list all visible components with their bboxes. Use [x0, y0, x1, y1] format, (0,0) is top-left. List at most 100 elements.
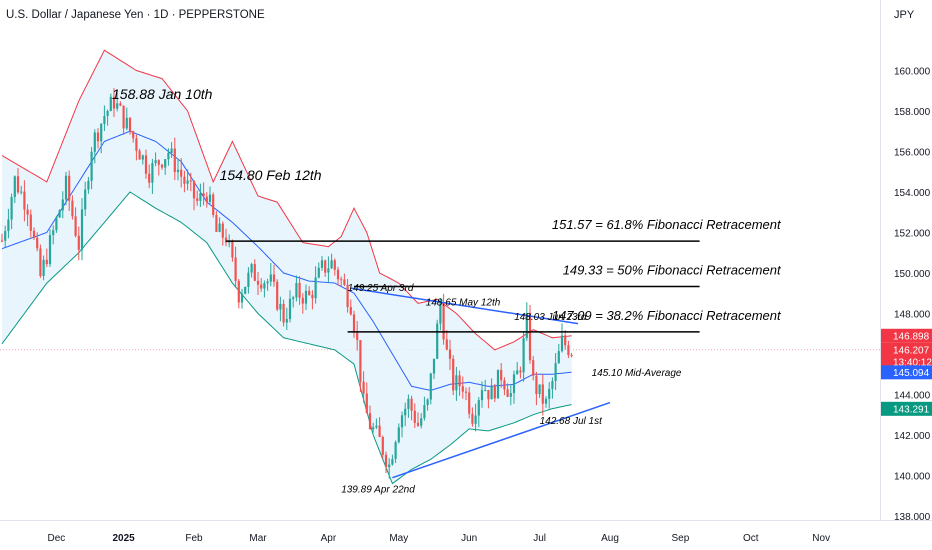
bollinger-band-fill	[2, 50, 572, 484]
candle-body	[308, 290, 311, 295]
candle-body	[506, 389, 509, 397]
candle-body	[477, 400, 480, 416]
candle-body	[567, 345, 570, 356]
candle-body	[199, 193, 202, 201]
price-badge-text-1: 146.207	[893, 345, 930, 356]
candle-body	[298, 282, 301, 298]
annotation-7: 139.89 Apr 22nd	[341, 485, 415, 496]
candle-body	[423, 405, 426, 419]
candle-body	[64, 175, 68, 200]
candle-body	[205, 196, 208, 202]
candle-body	[173, 148, 176, 173]
candle-body	[570, 355, 573, 357]
candle-body	[420, 418, 423, 426]
candle-body	[272, 274, 276, 282]
candle-body	[311, 294, 314, 299]
candle-body	[154, 160, 157, 164]
time-tick-8: Aug	[601, 533, 619, 544]
candle-body	[109, 96, 112, 112]
candle-body	[116, 103, 119, 109]
candle-body	[87, 180, 90, 190]
candle-body	[388, 464, 391, 468]
fib-label-0: 151.57 = 61.8% Fibonacci Retracement	[552, 217, 782, 232]
candle-body	[564, 335, 567, 346]
candle-body	[183, 176, 186, 184]
time-tick-11: Nov	[812, 533, 830, 544]
candle-body	[464, 391, 468, 393]
candle-body	[282, 303, 285, 323]
candle-body	[100, 123, 103, 142]
candle-body	[560, 335, 564, 352]
price-tick-0: 160.000	[894, 66, 931, 77]
candle-body	[432, 358, 436, 374]
price-tick-6: 148.000	[894, 309, 931, 320]
candle-body	[208, 194, 212, 202]
candle-body	[224, 237, 228, 243]
candle-body	[122, 105, 125, 129]
candle-body	[160, 164, 164, 168]
candle-body	[256, 280, 260, 285]
trendline-1	[392, 401, 611, 479]
candle-body	[394, 442, 397, 459]
candle-body	[292, 297, 295, 299]
currency-label[interactable]: JPY	[894, 9, 915, 21]
candle-body	[157, 160, 160, 165]
candle-body	[516, 370, 519, 375]
candle-body	[55, 217, 58, 231]
candle-body	[484, 390, 487, 392]
candle-body	[519, 370, 522, 373]
price-tick-5: 150.000	[894, 269, 931, 280]
annotation-3: 148.65 May 12th	[426, 297, 501, 308]
annotation-0: 158.88 Jan 10th	[112, 86, 213, 102]
candle-body	[221, 223, 224, 238]
candle-body	[468, 392, 471, 414]
candle-body	[84, 189, 87, 210]
candle-body	[391, 458, 394, 465]
countdown-text: 13:40:12	[893, 357, 932, 368]
candle-body	[247, 272, 250, 287]
candle-body	[228, 241, 231, 243]
candle-body	[16, 176, 20, 193]
annotations: 158.88 Jan 10th 154.80 Feb 12th 149.25 Apr…	[112, 86, 682, 496]
price-tick-3: 154.000	[894, 188, 931, 199]
price-badge-text-2: 145.094	[893, 368, 930, 379]
candle-body	[304, 290, 308, 304]
candle-body	[132, 131, 135, 139]
candle-body	[288, 298, 292, 320]
candle-body	[410, 398, 413, 411]
candle-body	[551, 380, 554, 389]
candle-body	[455, 375, 458, 391]
candle-body	[151, 163, 154, 183]
candle-body	[503, 380, 506, 390]
candle-body	[71, 200, 74, 217]
price-badge-3	[881, 401, 932, 416]
candle-body	[474, 415, 477, 424]
candle-body	[42, 259, 45, 276]
candle-body	[4, 231, 7, 241]
price-axis: 160.000 158.000 156.000 154.000 152.000 150.0…	[881, 66, 932, 523]
symbol-title[interactable]: U.S. Dollar / Japanese Yen · 1D · PEPPER…	[6, 9, 265, 21]
candle-body	[372, 427, 375, 430]
candle-body	[45, 259, 48, 265]
candle-body	[23, 191, 26, 210]
candle-body	[180, 169, 183, 177]
candle-body	[340, 279, 343, 281]
candle-body	[500, 369, 503, 381]
annotation-4: 148.03 Jun 23rd	[514, 312, 587, 323]
time-tick-4: Apr	[321, 533, 337, 544]
candle-body	[250, 264, 253, 273]
candle-body	[439, 303, 442, 324]
candle-body	[522, 338, 525, 373]
candle-body	[452, 358, 455, 391]
price-tick-8: 142.000	[894, 431, 931, 442]
annotation-6: 142.68 Jul 1st	[540, 416, 603, 427]
time-tick-6: Jun	[461, 533, 477, 544]
candle-body	[471, 413, 474, 424]
candle-body	[480, 390, 484, 401]
candle-body	[263, 283, 266, 289]
candle-body	[112, 96, 116, 109]
time-tick-9: Sep	[672, 533, 690, 544]
price-tick-1: 158.000	[894, 107, 931, 118]
candle-body	[164, 159, 167, 168]
